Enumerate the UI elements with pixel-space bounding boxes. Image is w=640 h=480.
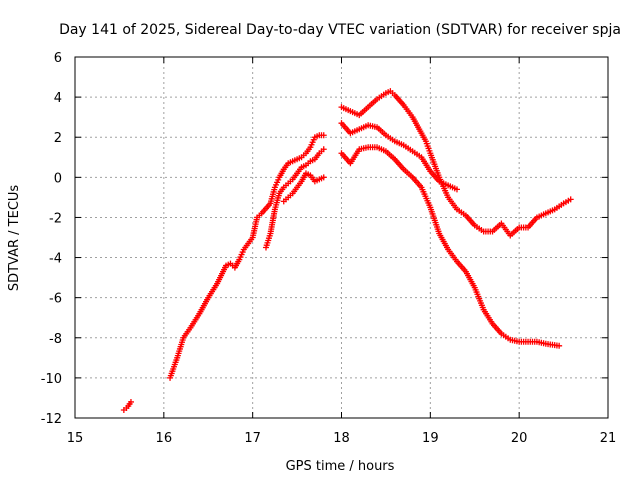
chart-title: Day 141 of 2025, Sidereal Day-to-day VTE… xyxy=(59,22,621,38)
y-tick-label: -10 xyxy=(41,372,62,387)
series-arc-2 xyxy=(167,132,327,381)
data-point-marker xyxy=(320,174,327,181)
data-point-marker xyxy=(320,132,327,139)
tick-marks: 15 16 17 18 19 20 21 -12 -10 -8 -6 -4 -2 0 2 4 6 xyxy=(41,51,617,446)
data-point-marker xyxy=(127,398,134,405)
x-tick-label: 20 xyxy=(511,431,528,446)
data-point-marker xyxy=(320,146,327,153)
y-tick-label: -12 xyxy=(41,412,62,427)
y-tick-label: 2 xyxy=(54,131,62,146)
y-tick-label: 4 xyxy=(54,91,62,106)
x-tick-label: 18 xyxy=(333,431,350,446)
series-arc-7 xyxy=(338,144,563,349)
y-axis-label: SDTVAR / TECUs xyxy=(7,185,22,292)
y-tick-label: -6 xyxy=(49,292,62,307)
y-tick-label: 0 xyxy=(54,171,62,186)
x-tick-label: 19 xyxy=(422,431,439,446)
series-arc-1 xyxy=(120,398,134,413)
x-axis-label: GPS time / hours xyxy=(286,459,395,474)
data-point-marker xyxy=(453,186,460,193)
data-points xyxy=(120,88,574,413)
x-tick-label: 16 xyxy=(156,431,173,446)
series-arc-6 xyxy=(338,120,460,193)
y-tick-label: -2 xyxy=(49,211,62,226)
x-tick-label: 15 xyxy=(67,431,84,446)
series-arc-5 xyxy=(338,88,574,239)
y-tick-label: 6 xyxy=(54,51,62,66)
y-tick-label: -8 xyxy=(49,332,62,347)
y-tick-label: -4 xyxy=(49,252,62,267)
x-tick-label: 17 xyxy=(244,431,261,446)
grid-lines xyxy=(75,57,608,418)
data-point-marker xyxy=(567,196,574,203)
series-arc-3 xyxy=(262,146,327,251)
data-point-marker xyxy=(556,342,563,349)
x-tick-label: 21 xyxy=(600,431,617,446)
series-arc-4 xyxy=(280,170,327,205)
plot-frame xyxy=(74,56,609,419)
